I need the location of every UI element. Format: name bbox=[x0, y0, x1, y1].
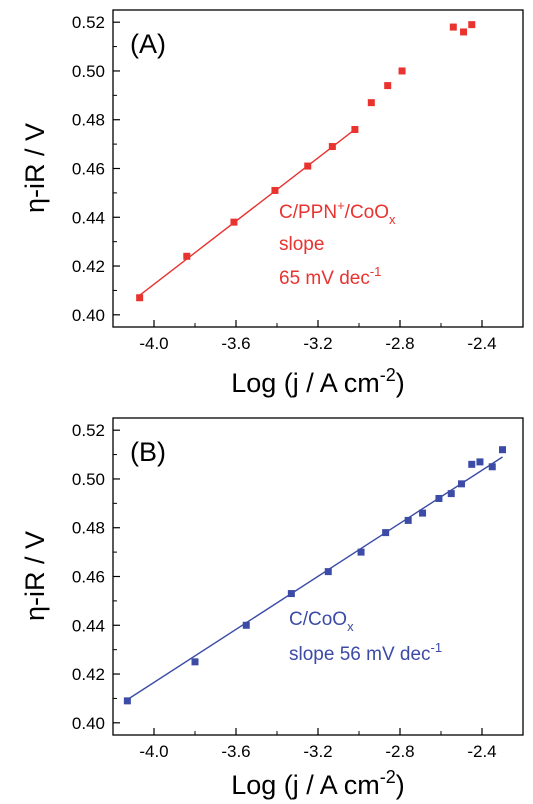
y-tick-label: 0.52 bbox=[72, 13, 105, 32]
panel-b-xlabel: Log (j / A cm-2) bbox=[231, 767, 405, 800]
x-tick-label: -3.6 bbox=[221, 742, 250, 761]
panel-a-xtick-labels: -4.0 -3.6 -3.2 -2.8 -2.4 bbox=[139, 334, 496, 353]
data-point bbox=[398, 67, 406, 75]
panel-b-xtick-labels: -4.0 -3.6 -3.2 -2.8 -2.4 bbox=[139, 742, 496, 761]
data-point bbox=[499, 446, 506, 454]
xlabel-a-sup: -2 bbox=[380, 365, 396, 385]
y-tick-label: 0.46 bbox=[72, 568, 105, 587]
data-point bbox=[367, 99, 375, 107]
x-tick-label: -3.6 bbox=[221, 334, 250, 353]
data-point bbox=[488, 463, 496, 471]
xlabel-b-end: ) bbox=[396, 770, 405, 800]
panel-a-annotation-line2: slope bbox=[279, 234, 324, 255]
xlabel-b-sup: -2 bbox=[380, 767, 396, 787]
y-tick-label: 0.42 bbox=[72, 665, 105, 684]
data-point bbox=[382, 529, 390, 537]
y-tick-label: 0.50 bbox=[72, 470, 105, 489]
xlabel-a-end: ) bbox=[396, 368, 405, 398]
data-point bbox=[123, 697, 131, 705]
x-tick-label: -2.4 bbox=[467, 334, 496, 353]
panel-b-annotation-line1: C/CoOx bbox=[289, 609, 354, 634]
data-point bbox=[230, 218, 238, 226]
panel-b-label: (B) bbox=[130, 437, 166, 467]
data-point bbox=[468, 21, 476, 29]
annotation-a-sup: + bbox=[337, 198, 345, 213]
x-tick-label: -3.2 bbox=[303, 334, 332, 353]
data-point bbox=[183, 252, 191, 260]
panel-a-ticks bbox=[112, 21, 524, 327]
panel-b-points bbox=[123, 446, 506, 705]
panel-b-ticks bbox=[112, 429, 524, 735]
y-tick-label: 0.46 bbox=[72, 160, 105, 179]
annotation-b-slope-sup: -1 bbox=[431, 640, 443, 655]
data-point bbox=[304, 162, 312, 170]
x-tick-label: -3.2 bbox=[303, 742, 332, 761]
x-tick-label: -4.0 bbox=[139, 742, 168, 761]
data-point bbox=[357, 548, 365, 556]
y-tick-label: 0.48 bbox=[72, 111, 105, 130]
annotation-a-slope: 65 mV dec bbox=[279, 268, 370, 289]
data-point bbox=[476, 458, 484, 466]
data-point bbox=[136, 294, 144, 302]
data-point bbox=[419, 509, 427, 517]
annotation-a-slope-sup: -1 bbox=[370, 264, 382, 279]
y-tick-label: 0.52 bbox=[72, 421, 105, 440]
annotation-a-text: C/PPN bbox=[279, 202, 337, 223]
data-point bbox=[404, 516, 412, 524]
data-point bbox=[351, 125, 359, 133]
data-point bbox=[271, 186, 279, 194]
panel-b: -4.0 -3.6 -3.2 -2.8 -2.4 0.400.420.440.460.4… bbox=[20, 417, 524, 800]
data-point bbox=[384, 82, 392, 90]
annotation-b-sub: x bbox=[347, 619, 354, 634]
data-point bbox=[328, 143, 336, 151]
data-point bbox=[242, 621, 250, 629]
data-point bbox=[458, 480, 465, 488]
y-tick-label: 0.48 bbox=[72, 519, 105, 538]
panel-a-annotation-line1: C/PPN+/CoOx bbox=[279, 198, 396, 227]
data-point bbox=[447, 490, 455, 498]
x-tick-label: -2.8 bbox=[385, 334, 414, 353]
xlabel-b-main: Log (j / A cm bbox=[231, 770, 380, 800]
y-tick-label: 0.40 bbox=[72, 306, 105, 325]
data-point bbox=[449, 23, 457, 31]
data-point bbox=[435, 494, 443, 502]
x-tick-label: -2.4 bbox=[467, 742, 496, 761]
data-point bbox=[324, 568, 332, 576]
y-tick-label: 0.44 bbox=[72, 616, 105, 635]
data-point bbox=[191, 658, 199, 666]
y-tick-label: 0.42 bbox=[72, 257, 105, 276]
data-point bbox=[460, 28, 468, 36]
annotation-b-slope: slope 56 mV dec bbox=[289, 644, 431, 665]
y-tick-label: 0.40 bbox=[72, 714, 105, 733]
data-point bbox=[468, 460, 476, 468]
annotation-b-text: C/CoO bbox=[289, 609, 347, 630]
annotation-a-text2: /CoO bbox=[345, 202, 389, 223]
x-tick-label: -2.8 bbox=[385, 742, 414, 761]
y-tick-label: 0.50 bbox=[72, 62, 105, 81]
panel-a-annotation-line3: 65 mV dec-1 bbox=[279, 264, 381, 289]
panel-a-fit-line bbox=[139, 128, 356, 296]
panel-a-xlabel: Log (j / A cm-2) bbox=[231, 365, 405, 398]
panel-b-annotation-line2: slope 56 mV dec-1 bbox=[289, 640, 442, 665]
panel-a-label: (A) bbox=[130, 29, 166, 59]
x-tick-label: -4.0 bbox=[139, 334, 168, 353]
xlabel-a-main: Log (j / A cm bbox=[231, 368, 380, 398]
panel-a-points bbox=[136, 21, 476, 302]
panel-a-ytick-labels: 0.40 0.42 0.44 0.46 0.48 0.50 0.52 bbox=[72, 13, 105, 325]
panel-a-ylabel: η-iR / V bbox=[20, 123, 50, 213]
annotation-a-sub: x bbox=[389, 212, 396, 227]
data-point bbox=[287, 590, 295, 598]
panel-a: -4.0 -3.6 -3.2 -2.8 -2.4 0.400.420.440.460.4… bbox=[20, 9, 524, 398]
panel-b-ylabel: η-iR / V bbox=[20, 531, 50, 621]
panel-b-ytick-labels: 0.40 0.42 0.44 0.46 0.48 0.50 0.52 bbox=[72, 421, 105, 733]
y-tick-label: 0.44 bbox=[72, 208, 105, 227]
